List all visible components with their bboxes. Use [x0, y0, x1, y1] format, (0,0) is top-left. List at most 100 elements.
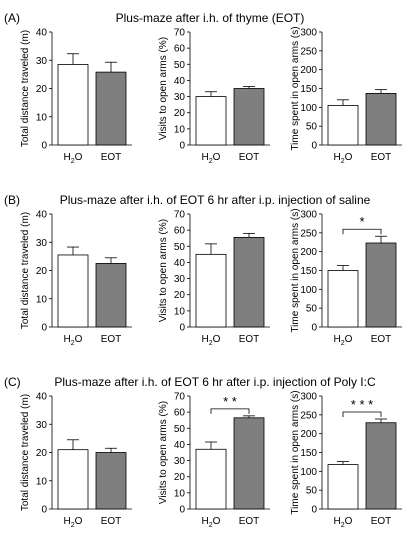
plot-1-ytick-label: 30: [36, 56, 48, 67]
plot-7-category-label: EOT: [101, 516, 122, 527]
plot-4-ytick-label: 0: [41, 323, 47, 334]
plot-8-ytick-label: 20: [174, 472, 186, 483]
plot-7-ytick-label: 20: [36, 448, 48, 459]
plot-2-category-label: H2O: [202, 152, 221, 165]
plot-2-ytick-label: 30: [174, 92, 186, 103]
plot-8-significance-label: * *: [223, 394, 237, 409]
plot-2-ytick-label: 50: [174, 60, 186, 71]
plot-9-bar-0: [327, 464, 359, 510]
plot-5-ytick-label: 70: [174, 210, 186, 221]
plot-8-category-label: EOT: [239, 516, 260, 527]
plot-3-ytick-label: 150: [300, 84, 317, 95]
plot-3-ytick-label: 300: [300, 28, 317, 39]
plot-2-ytick-label: 40: [174, 76, 186, 87]
plot-5: 0 10 20 30 40 50 60 70 Visits to open arms (%) H2…: [158, 210, 270, 347]
plot-2-category-label: EOT: [239, 152, 260, 163]
plot-9-significance-label: * * *: [351, 397, 373, 412]
plot-4-ytick-label: 10: [36, 294, 48, 305]
plot-1-category-label: H2O: [64, 152, 83, 165]
plot-4-ylabel: Total distance traveled (m): [20, 212, 31, 329]
plot-8-ytick-label: 0: [179, 505, 185, 516]
plot-5-ytick-label: 30: [174, 274, 186, 285]
plot-9-ytick-label: 0: [311, 505, 317, 516]
panel-a-letter: (A): [4, 11, 20, 25]
plot-5-category-label: EOT: [239, 334, 260, 345]
plot-8-ytick-label: 60: [174, 408, 186, 419]
plot-5-ylabel: Visits to open arms (%): [158, 219, 169, 322]
plot-8-ytick-label: 30: [174, 456, 186, 467]
plot-5-ytick-label: 40: [174, 258, 186, 269]
plot-6-bar-1: [365, 242, 397, 328]
plot-8-ylabel: Visits to open arms (%): [158, 401, 169, 504]
plot-7-bar-0: [57, 449, 89, 510]
plot-2: 0 10 20 30 40 50 60 70 Visits to open arms (%) H2…: [158, 28, 270, 165]
plot-4-ytick-label: 40: [36, 210, 48, 221]
plot-2-ytick-label: 0: [179, 141, 185, 152]
plot-1-bar-1: [95, 71, 127, 146]
plot-6-ytick-label: 0: [311, 323, 317, 334]
plot-9-bar-1: [365, 422, 397, 510]
plot-8-significance-bracket: [210, 408, 250, 414]
plot-1-ytick-label: 10: [36, 112, 48, 123]
plot-6-significance-label: *: [359, 214, 364, 229]
plot-3-ytick-label: 0: [311, 141, 317, 152]
plot-1-ytick-label: 40: [36, 28, 48, 39]
plot-3-bar-1: [365, 92, 397, 146]
plot-6-category-label: EOT: [371, 334, 392, 345]
plot-7-bar-1: [95, 452, 127, 510]
plot-1-category-label: EOT: [101, 152, 122, 163]
panel-b-letter: (B): [4, 193, 20, 207]
plot-6-ytick-label: 50: [306, 304, 318, 315]
plot-8-category-label: H2O: [202, 516, 221, 529]
plot-6-significance-bracket: [342, 228, 382, 235]
plot-6-ytick-label: 300: [300, 210, 317, 221]
plot-6-ytick-label: 100: [300, 285, 317, 296]
plot-1-ytick-label: 0: [41, 141, 47, 152]
plot-3-category-label: EOT: [371, 152, 392, 163]
plot-2-ytick-label: 60: [174, 44, 186, 55]
plot-2-ytick-label: 20: [174, 108, 186, 119]
plot-8-ytick-label: 40: [174, 440, 186, 451]
plot-6-ytick-label: 150: [300, 266, 317, 277]
plot-3-category-label: H2O: [334, 152, 353, 165]
plot-9-ytick-label: 100: [300, 467, 317, 478]
panel-c-title: Plus-maze after i.h. of EOT 6 hr after i…: [54, 375, 376, 389]
plot-9-ytick-label: 150: [300, 448, 317, 459]
plot-1-ytick-label: 20: [36, 84, 48, 95]
panel-a-title: Plus-maze after i.h. of thyme (EOT): [116, 11, 305, 25]
plot-3-ylabel: Time spent in open arms (s): [290, 26, 301, 150]
plot-4-bar-0: [57, 254, 89, 328]
plot-9-category-label: EOT: [371, 516, 392, 527]
panel-b-title: Plus-maze after i.h. of EOT 6 hr after i…: [60, 193, 371, 207]
plot-8: 0 10 20 30 40 50 60 70 Visits to open arms (%) H2…: [158, 392, 270, 529]
plot-5-ytick-label: 0: [179, 323, 185, 334]
plot-9-category-label: H2O: [334, 516, 353, 529]
plot-5-bar-0: [195, 253, 227, 328]
plot-3-ytick-label: 100: [300, 103, 317, 114]
plot-8-bar-0: [195, 448, 227, 510]
plot-6-ytick-label: 250: [300, 228, 317, 239]
plot-9-ytick-label: 200: [300, 429, 317, 440]
plot-4-category-label: EOT: [101, 334, 122, 345]
plot-4-category-label: H2O: [64, 334, 83, 347]
plot-3-bar-0: [327, 105, 359, 146]
plot-7-category-label: H2O: [64, 516, 83, 529]
plot-3-ytick-label: 250: [300, 46, 317, 57]
plot-6-category-label: H2O: [334, 334, 353, 347]
plot-8-ytick-label: 10: [174, 488, 186, 499]
plot-1: 0 10 20 30 40 Total distance traveled (m) H2O E…: [20, 28, 132, 165]
plot-8-ytick-label: 50: [174, 424, 186, 435]
plot-5-bar-1: [233, 237, 265, 328]
plot-4-ytick-label: 30: [36, 238, 48, 249]
plot-5-ytick-label: 60: [174, 226, 186, 237]
plot-1-bar-0: [57, 64, 89, 146]
plot-2-ytick-label: 10: [174, 124, 186, 135]
plot-6-ytick-label: 200: [300, 247, 317, 258]
plot-6-ylabel: Time spent in open arms (s): [290, 208, 301, 332]
plots-container: 0 10 20 30 40 Total distance traveled (m) H2O E…: [20, 26, 402, 529]
plot-7-ytick-label: 30: [36, 420, 48, 431]
plot-2-bar-0: [195, 96, 227, 146]
